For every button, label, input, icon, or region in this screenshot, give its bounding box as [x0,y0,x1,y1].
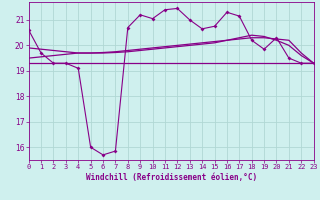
X-axis label: Windchill (Refroidissement éolien,°C): Windchill (Refroidissement éolien,°C) [86,173,257,182]
